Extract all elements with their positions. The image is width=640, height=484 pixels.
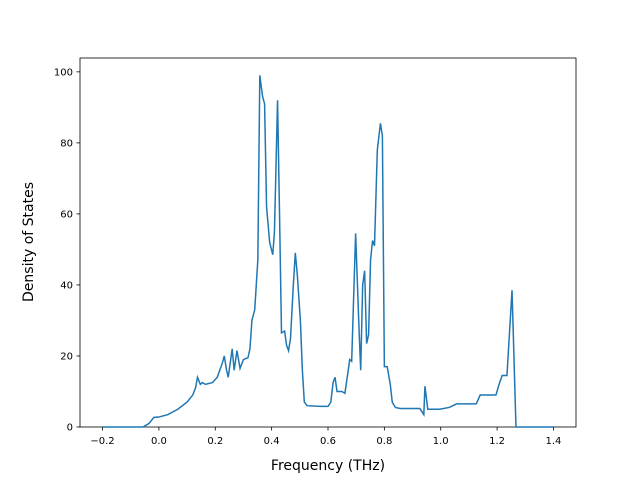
y-tick-label: 0 [67,423,73,434]
y-tick-label: 60 [60,209,73,220]
x-axis-label: Frequency (THz) [271,458,385,474]
x-tick-label: 0.4 [264,436,280,447]
line-series [102,75,554,428]
y-tick-label: 40 [60,280,73,291]
x-tick-label: 0.6 [320,436,336,447]
x-tick-label: 1.0 [433,436,449,447]
y-tick-label: 80 [60,138,73,149]
y-tick-label: 100 [54,67,73,78]
y-axis-label: Density of States [21,182,37,302]
x-tick-label: 1.4 [546,436,562,447]
x-tick-label: 0.0 [151,436,167,447]
x-tick-label: 1.2 [489,436,505,447]
x-tick-label: 0.2 [207,436,223,447]
x-tick-label: −0.2 [90,436,114,447]
plot-frame [79,57,577,428]
y-tick-label: 20 [60,351,73,362]
x-tick-label: 0.8 [376,436,392,447]
